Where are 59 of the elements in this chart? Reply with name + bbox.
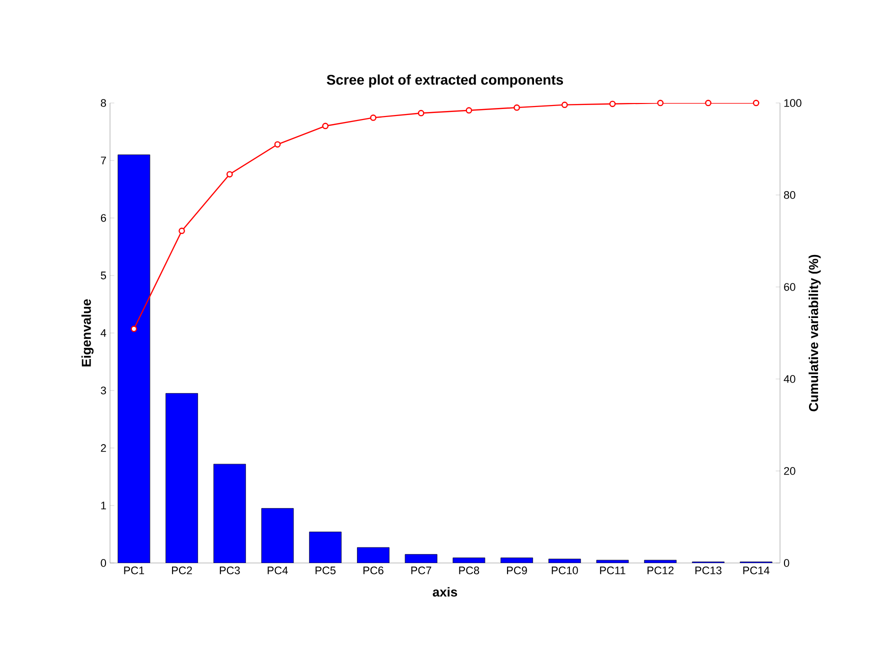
y-tick-label: 7: [100, 156, 106, 164]
y2-tick-label: 60: [784, 283, 796, 291]
point: [561, 102, 568, 108]
bar: [357, 547, 390, 563]
point: [418, 110, 424, 116]
x-tick-label: PC9: [507, 566, 527, 574]
x-tick-label: PC1: [124, 566, 144, 574]
chart-title: Scree plot of extracted components: [326, 74, 564, 88]
y-tick-label: 8: [100, 99, 106, 107]
y-tick-label: 2: [100, 444, 106, 452]
point: [466, 107, 472, 114]
x-tick-label: PC4: [268, 566, 288, 574]
y2-tick-label: 20: [784, 467, 796, 475]
y2-tick-label: 40: [784, 375, 796, 383]
point: [514, 104, 520, 111]
bar: [118, 154, 150, 563]
point: [657, 100, 664, 106]
bar: [309, 532, 342, 563]
y2-tick-label: 0: [784, 559, 790, 567]
x-axis-title: axis: [432, 587, 458, 597]
y-tick-label: 1: [101, 502, 106, 510]
bar: [261, 508, 294, 563]
x-tick-label: PC8: [459, 566, 480, 574]
y2-axis-title: Cumulative variability (%): [808, 254, 821, 412]
point: [322, 122, 329, 130]
y-tick-label: 3: [100, 386, 106, 394]
point: [226, 171, 233, 178]
y-axis-title: Eigenvalue: [81, 299, 94, 366]
point: [609, 100, 616, 108]
bar: [166, 393, 198, 563]
y-tick-label: 6: [100, 214, 106, 222]
x-tick-label: PC3: [220, 566, 240, 574]
bar: [404, 554, 438, 563]
bar: [644, 560, 677, 563]
x-tick-label: PC14: [743, 566, 770, 574]
y-tick-label: 4: [100, 329, 106, 337]
x-tick-label: PC7: [411, 566, 432, 574]
y-tick-label: 0: [100, 559, 106, 567]
x-tick-label: PC6: [363, 566, 384, 574]
x-tick-label: PC10: [552, 566, 578, 574]
bar: [596, 560, 629, 563]
point: [705, 100, 712, 106]
y-tick-label: 5: [100, 272, 106, 280]
bar: [500, 558, 533, 563]
y2-tick-label: 80: [784, 191, 796, 199]
point: [752, 100, 760, 106]
y2-tick-label: 100: [784, 99, 802, 107]
bar: [213, 464, 246, 563]
point: [178, 228, 185, 234]
point: [274, 141, 281, 148]
x-tick-label: PC13: [695, 566, 722, 574]
x-tick-label: PC5: [316, 566, 336, 574]
x-tick-label: PC12: [648, 566, 674, 574]
point: [370, 114, 376, 121]
x-tick-label: PC2: [172, 566, 192, 574]
bar: [548, 558, 581, 563]
bar: [452, 558, 486, 563]
point: [130, 326, 138, 332]
x-tick-label: PC11: [600, 566, 626, 574]
